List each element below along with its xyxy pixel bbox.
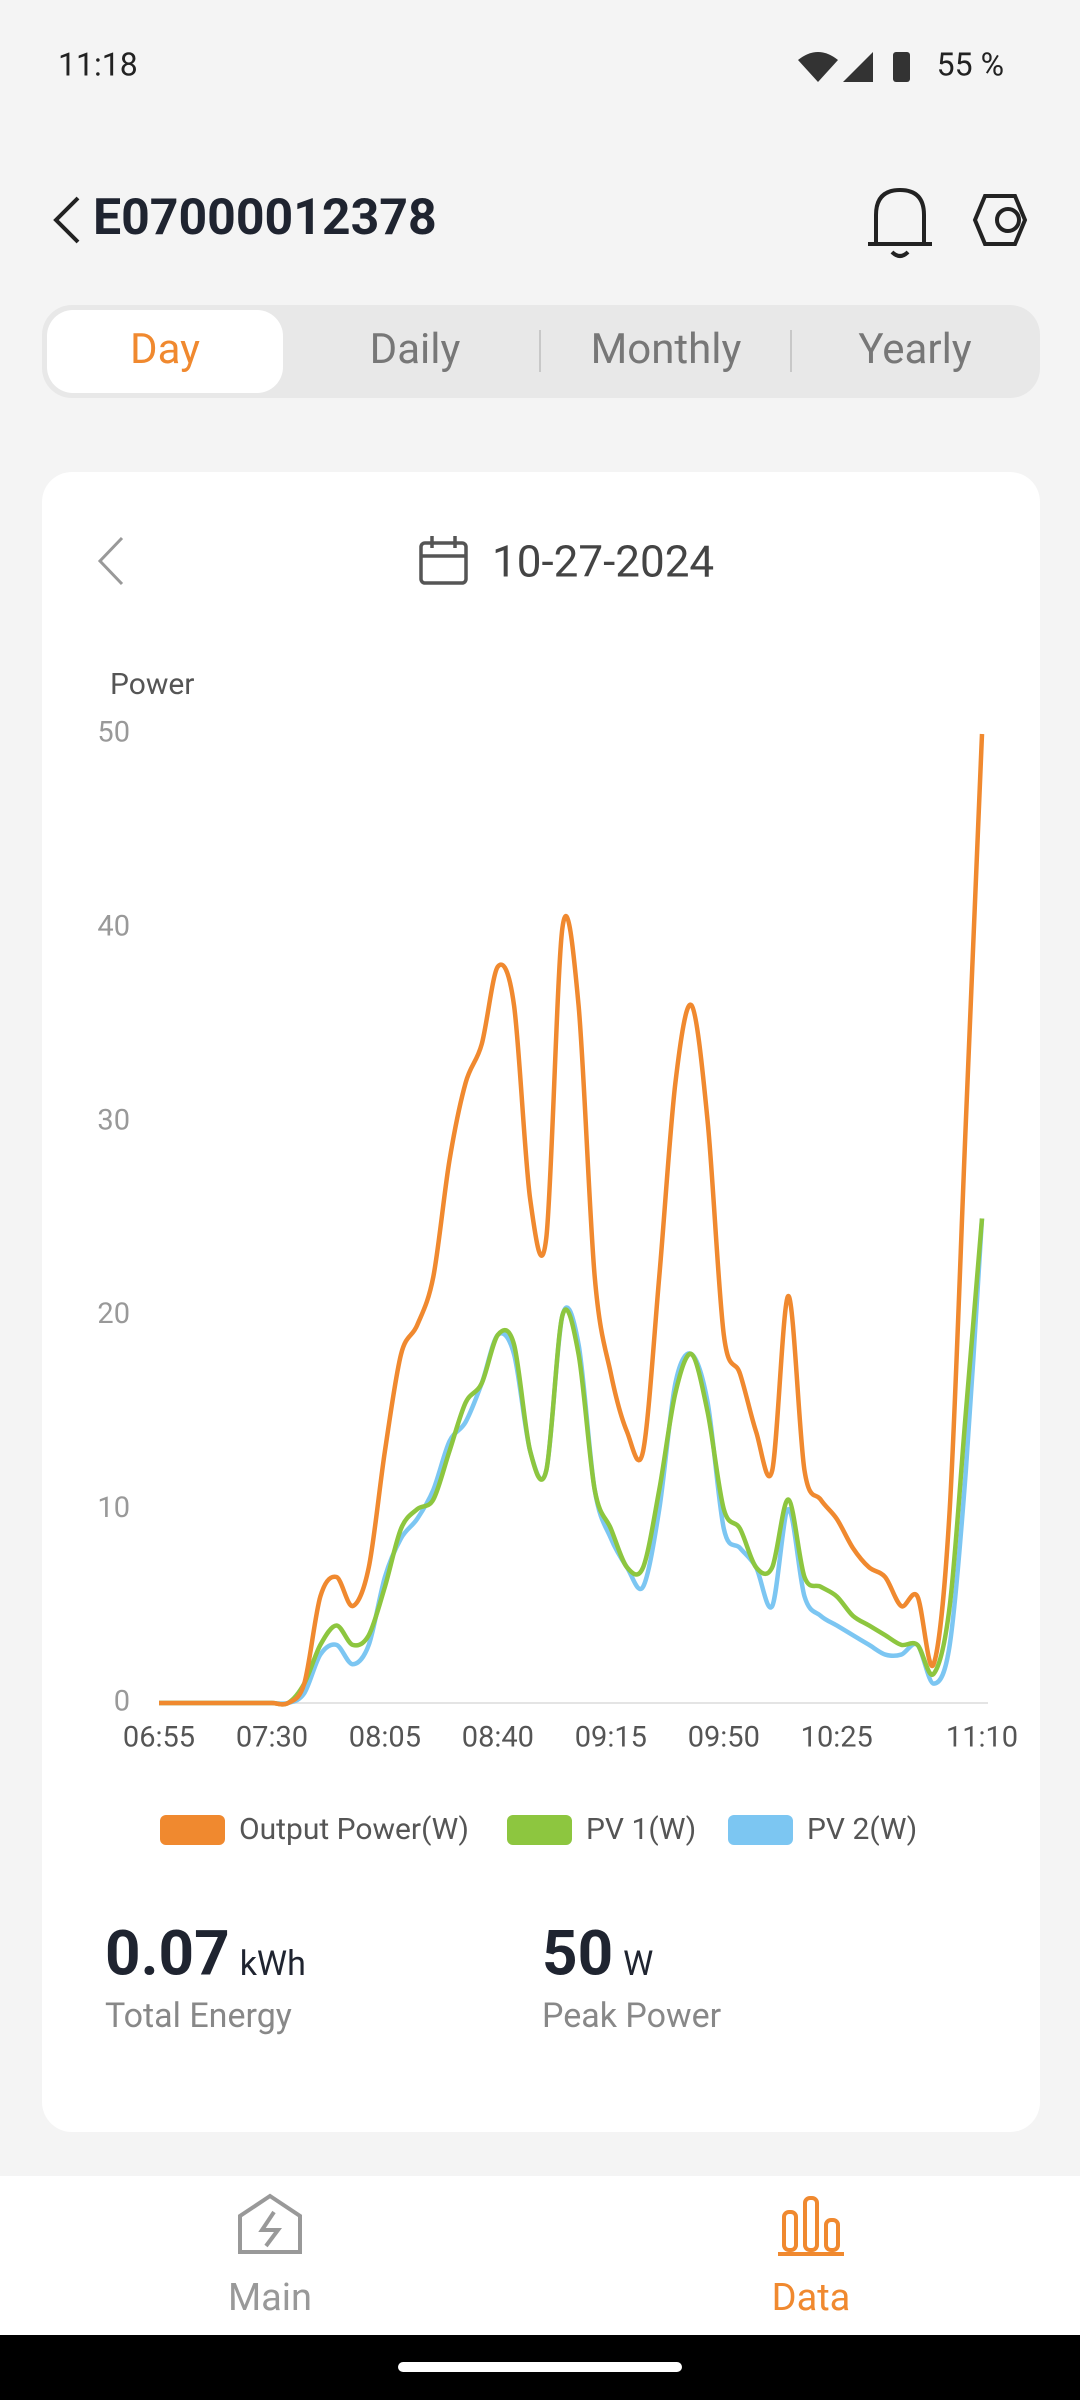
legend-label: PV 2(W) [807, 1812, 917, 1847]
legend-swatch [160, 1815, 225, 1845]
x-tick-label: 07:30 [236, 1721, 308, 1755]
status-time: 11:18 [58, 45, 138, 83]
legend-label: PV 1(W) [586, 1812, 696, 1847]
status-battery: 55 % [937, 45, 1004, 83]
data-icon[interactable] [778, 2196, 844, 2256]
summary-value: 50 [542, 1917, 613, 1990]
x-tick-label: 08:40 [462, 1721, 534, 1755]
summary-label: Peak Power [542, 1996, 722, 2036]
x-tick-label: 11:10 [946, 1721, 1018, 1755]
status-icons [798, 52, 910, 82]
main-icon[interactable] [238, 2193, 302, 2254]
summary-unit: W [623, 1944, 653, 1984]
home-indicator [398, 2362, 682, 2372]
legend-swatch [728, 1815, 793, 1845]
y-tick-label: 10 [97, 1491, 130, 1525]
calendar-icon[interactable] [419, 536, 468, 585]
y-tick-label: 20 [97, 1297, 130, 1331]
tab-active-bg [47, 310, 283, 393]
tab[interactable]: Daily [370, 325, 461, 374]
back-button[interactable] [53, 196, 80, 244]
y-axis-label: Power [110, 667, 194, 702]
summary-unit: kWh [240, 1944, 306, 1984]
tab[interactable]: Monthly [591, 325, 742, 374]
tab[interactable]: Yearly [858, 325, 971, 374]
y-tick-label: 50 [97, 716, 130, 750]
bell-icon[interactable] [868, 187, 932, 258]
tab[interactable]: Day [130, 325, 200, 374]
series-line [158, 733, 985, 1707]
y-tick-label: 0 [114, 1685, 130, 1719]
device-title: E07000012378 [93, 189, 437, 247]
legend-swatch [507, 1815, 572, 1845]
y-tick-label: 40 [97, 909, 130, 943]
prev-date[interactable] [97, 536, 124, 586]
bottom-nav [0, 2176, 1080, 2336]
legend-label: Output Power(W) [239, 1812, 469, 1847]
summary-value: 0.07 [105, 1917, 230, 1990]
nav-label[interactable]: Data [772, 2276, 851, 2320]
card [42, 472, 1040, 2132]
x-tick-label: 10:25 [801, 1721, 873, 1755]
date-label: 10-27-2024 [492, 536, 714, 588]
x-tick-label: 06:55 [123, 1721, 195, 1755]
summary-label: Total Energy [105, 1996, 292, 2036]
y-tick-label: 30 [97, 1103, 130, 1137]
x-tick-label: 09:15 [575, 1721, 647, 1755]
x-tick-label: 08:05 [349, 1721, 421, 1755]
nav-label[interactable]: Main [228, 2276, 312, 2320]
settings-icon[interactable] [972, 194, 1028, 246]
x-tick-label: 09:50 [688, 1721, 760, 1755]
